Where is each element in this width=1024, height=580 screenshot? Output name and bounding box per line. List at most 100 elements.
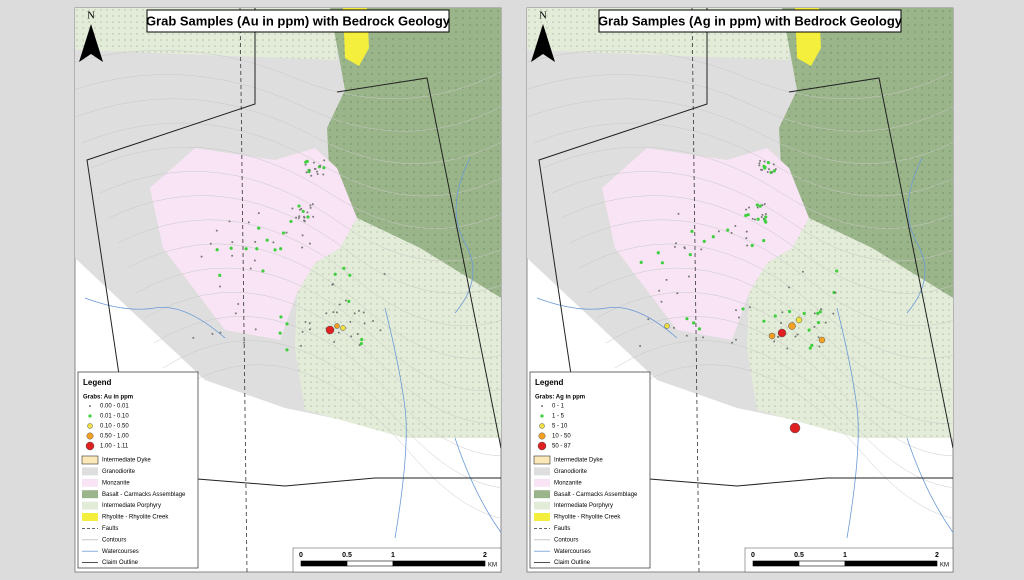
legend-label: 0.00 - 0.01 bbox=[100, 404, 129, 410]
sample-trace bbox=[332, 311, 335, 314]
north-label: N bbox=[87, 10, 95, 22]
legend-label: Contours bbox=[102, 537, 126, 543]
legend-title: Legend bbox=[535, 378, 564, 387]
sample-trace bbox=[801, 270, 804, 273]
contour bbox=[578, 243, 953, 359]
sample-trace bbox=[301, 234, 304, 237]
sample-trace bbox=[745, 237, 748, 240]
legend-label: 1.00 - 1.11 bbox=[100, 444, 129, 450]
monzanite bbox=[602, 148, 809, 340]
contour bbox=[560, 195, 953, 294]
contour bbox=[75, 74, 501, 132]
contour bbox=[117, 219, 501, 327]
legend-label: Monzanite bbox=[102, 480, 130, 486]
sample-low bbox=[816, 320, 821, 325]
legend-group: Grabs: Au in ppm bbox=[83, 395, 133, 401]
sample-trace bbox=[759, 168, 762, 171]
legend: Legend Grabs: Ag in ppm 0 - 1 1 - 5 5 - 10 10… bbox=[529, 371, 651, 569]
map-panel: Grab Samples (Au in ppm) with Bedrock Ge… bbox=[74, 7, 502, 573]
sample-trace bbox=[771, 171, 774, 174]
legend-label: Rhyolite - Rhyolite Creek bbox=[102, 515, 169, 521]
legend-label: 0.50 - 1.00 bbox=[100, 434, 129, 440]
sample-low bbox=[741, 307, 745, 311]
sample-low bbox=[229, 246, 233, 250]
sample-low bbox=[808, 346, 812, 350]
sample-trace bbox=[746, 244, 749, 247]
sample-low bbox=[726, 228, 730, 232]
sample-low bbox=[772, 169, 776, 173]
sample-trace bbox=[192, 336, 195, 339]
title-box bbox=[146, 9, 450, 33]
fault bbox=[239, 8, 248, 572]
scale-tick-label: 0 bbox=[751, 552, 755, 559]
sample-trace bbox=[234, 312, 237, 315]
contour bbox=[75, 49, 501, 100]
sample-trace bbox=[312, 161, 315, 164]
sample-low bbox=[257, 226, 261, 230]
sample-high bbox=[818, 336, 826, 344]
legend-label: 10 - 50 bbox=[552, 434, 571, 440]
sample-low bbox=[342, 266, 346, 270]
legend-swatch bbox=[534, 467, 550, 476]
sample-trace bbox=[761, 213, 764, 216]
sample-trace bbox=[349, 320, 352, 323]
sample-trace bbox=[766, 171, 769, 174]
legend-label: Claim Outline bbox=[554, 560, 591, 566]
contour bbox=[623, 364, 953, 519]
map-panel: Grab Samples (Ag in ppm) with Bedrock Ge… bbox=[526, 7, 954, 573]
scale-segment bbox=[844, 560, 938, 567]
contour bbox=[99, 171, 501, 262]
contour bbox=[90, 146, 501, 229]
sample-trace bbox=[337, 331, 340, 334]
sample-low bbox=[750, 243, 754, 248]
legend-symbol bbox=[86, 432, 94, 440]
sample-trace bbox=[832, 312, 835, 315]
legend-label: Intermediate Dyke bbox=[554, 458, 603, 464]
sample-high bbox=[334, 323, 340, 329]
sample-low bbox=[702, 239, 706, 243]
sample-trace bbox=[253, 259, 256, 262]
sample-low bbox=[348, 273, 352, 277]
watercourse bbox=[906, 157, 926, 314]
scale-segment bbox=[346, 560, 394, 567]
sample-trace bbox=[702, 336, 705, 339]
sample-trace bbox=[658, 289, 661, 292]
legend-symbol bbox=[539, 423, 545, 429]
sample-trace bbox=[734, 224, 737, 227]
contour bbox=[153, 316, 501, 457]
sample-low bbox=[265, 238, 269, 242]
sample-low bbox=[656, 251, 660, 255]
sample-trace bbox=[300, 207, 303, 210]
sample-trace bbox=[231, 241, 234, 244]
sample-trace bbox=[717, 230, 720, 233]
sample-trace bbox=[683, 247, 686, 250]
sample-high bbox=[789, 422, 801, 434]
legend-symbol bbox=[538, 432, 546, 440]
sample-trace bbox=[308, 328, 311, 331]
title-box bbox=[598, 9, 902, 33]
sample-low bbox=[711, 235, 715, 239]
legend-label: Watercourses bbox=[102, 549, 139, 555]
sample-low bbox=[305, 159, 309, 163]
sample-low bbox=[692, 321, 696, 325]
legend-swatch bbox=[82, 490, 98, 499]
sample-trace bbox=[685, 334, 688, 337]
sample-high bbox=[340, 325, 346, 331]
sample-trace bbox=[774, 168, 777, 171]
legend-label: Intermediate Dyke bbox=[102, 458, 151, 464]
sample-trace bbox=[772, 163, 775, 166]
sample-low bbox=[255, 247, 259, 251]
sample-trace bbox=[350, 335, 353, 338]
watercourse bbox=[454, 437, 501, 534]
sample-trace bbox=[333, 341, 336, 344]
sample-trace bbox=[309, 204, 312, 207]
sample-trace bbox=[754, 218, 757, 221]
sample-low bbox=[322, 166, 326, 170]
sample-high bbox=[768, 332, 776, 340]
sample-trace bbox=[301, 330, 304, 333]
legend-label: 1 - 5 bbox=[552, 414, 565, 420]
sample-trace bbox=[737, 316, 740, 319]
sample-trace bbox=[303, 219, 306, 222]
legend-swatch bbox=[534, 513, 550, 521]
sample-low bbox=[762, 239, 766, 243]
